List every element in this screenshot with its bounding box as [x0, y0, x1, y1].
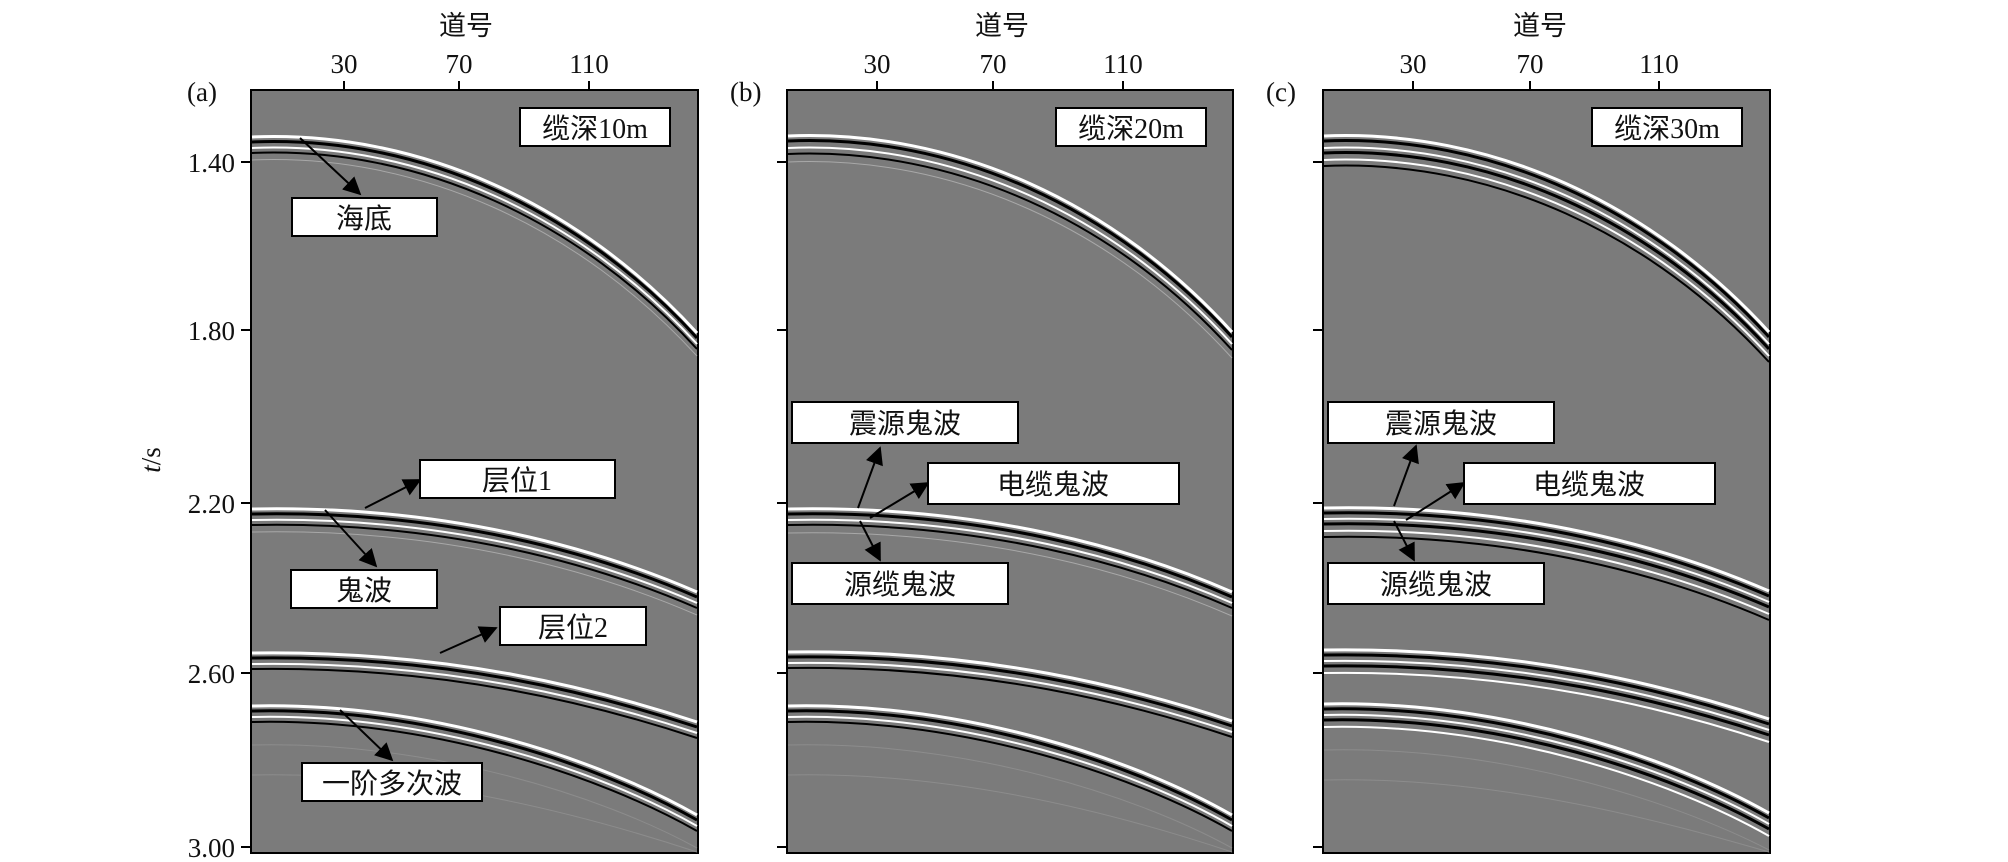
annotation-horizon-2: 层位2	[439, 606, 647, 654]
horizon-1-reflection	[1323, 506, 1770, 621]
multiple-reflection	[251, 704, 698, 853]
annotation-multiple: 一阶多次波	[301, 709, 483, 802]
annotation-source-cable-ghost: 源缆鬼波	[791, 520, 1009, 605]
annotation-source-ghost: 震源鬼波	[1327, 401, 1555, 507]
svg-text:电缆鬼波: 电缆鬼波	[1533, 469, 1645, 501]
annotation-seafloor: 海底	[291, 137, 438, 237]
panel-a: 道号 30 70 110 (a) 1.40 1.80 2.20 2.60 3.0…	[187, 11, 699, 862]
y-axis-title: t/s	[136, 447, 166, 473]
panel-tag: (b)	[730, 77, 761, 107]
x-axis-title: 道号	[1513, 11, 1567, 41]
svg-text:层位2: 层位2	[538, 612, 608, 644]
x-tick-label: 30	[864, 49, 891, 79]
x-axis-title: 道号	[439, 11, 493, 41]
y-tick-label: 2.60	[188, 659, 235, 689]
panel-c: 道号 30 70 110 (c)	[1266, 11, 1771, 854]
panel-tag: (a)	[187, 77, 217, 107]
horizon-2-reflection	[787, 650, 1233, 738]
svg-text:层位1: 层位1	[482, 465, 552, 497]
x-tick-label: 110	[1103, 49, 1143, 79]
annotation-ghost: 鬼波	[290, 509, 438, 609]
x-tick-label: 70	[980, 49, 1007, 79]
depth-label: 缆深20m	[1078, 113, 1184, 145]
y-tick-label: 1.40	[188, 148, 235, 178]
svg-text:一阶多次波: 一阶多次波	[322, 768, 462, 800]
horizon-2-reflection	[1323, 648, 1770, 743]
seafloor-reflection	[1323, 134, 1771, 363]
y-tick-label: 1.80	[188, 316, 235, 346]
depth-label: 缆深10m	[542, 113, 648, 145]
x-tick-label: 110	[1639, 49, 1679, 79]
horizon-1-reflection	[251, 507, 698, 616]
y-tick-label: 2.20	[188, 489, 235, 519]
annotation-cable-ghost: 电缆鬼波	[1405, 462, 1716, 521]
x-tick-label: 30	[1400, 49, 1427, 79]
svg-text:电缆鬼波: 电缆鬼波	[997, 469, 1109, 501]
annotation-cable-ghost: 电缆鬼波	[869, 462, 1180, 519]
annotation-source-ghost: 震源鬼波	[791, 401, 1019, 509]
x-tick-label: 70	[1517, 49, 1544, 79]
seafloor-reflection	[787, 134, 1234, 359]
x-tick-label: 110	[569, 49, 609, 79]
seafloor-reflection	[251, 135, 699, 357]
svg-text:海底: 海底	[336, 203, 392, 235]
horizon-1-reflection	[787, 507, 1233, 617]
panel-b: 道号 30 70 110 (b)	[730, 11, 1234, 854]
svg-text:震源鬼波: 震源鬼波	[849, 408, 961, 440]
x-tick-label: 30	[331, 49, 358, 79]
x-axis-title: 道号	[975, 11, 1029, 41]
y-tick-label: 3.00	[188, 833, 235, 862]
multiple-reflection	[1323, 702, 1770, 853]
svg-text:源缆鬼波: 源缆鬼波	[844, 569, 956, 601]
x-tick-label: 70	[446, 49, 473, 79]
panel-tag: (c)	[1266, 77, 1296, 107]
annotation-source-cable-ghost: 源缆鬼波	[1327, 520, 1545, 605]
horizon-2-reflection	[251, 651, 698, 739]
multiple-reflection	[787, 704, 1233, 853]
annotation-horizon-1: 层位1	[364, 459, 616, 509]
svg-text:鬼波: 鬼波	[336, 575, 392, 607]
svg-text:震源鬼波: 震源鬼波	[1385, 408, 1497, 440]
depth-label: 缆深30m	[1614, 113, 1720, 145]
svg-text:源缆鬼波: 源缆鬼波	[1380, 569, 1492, 601]
